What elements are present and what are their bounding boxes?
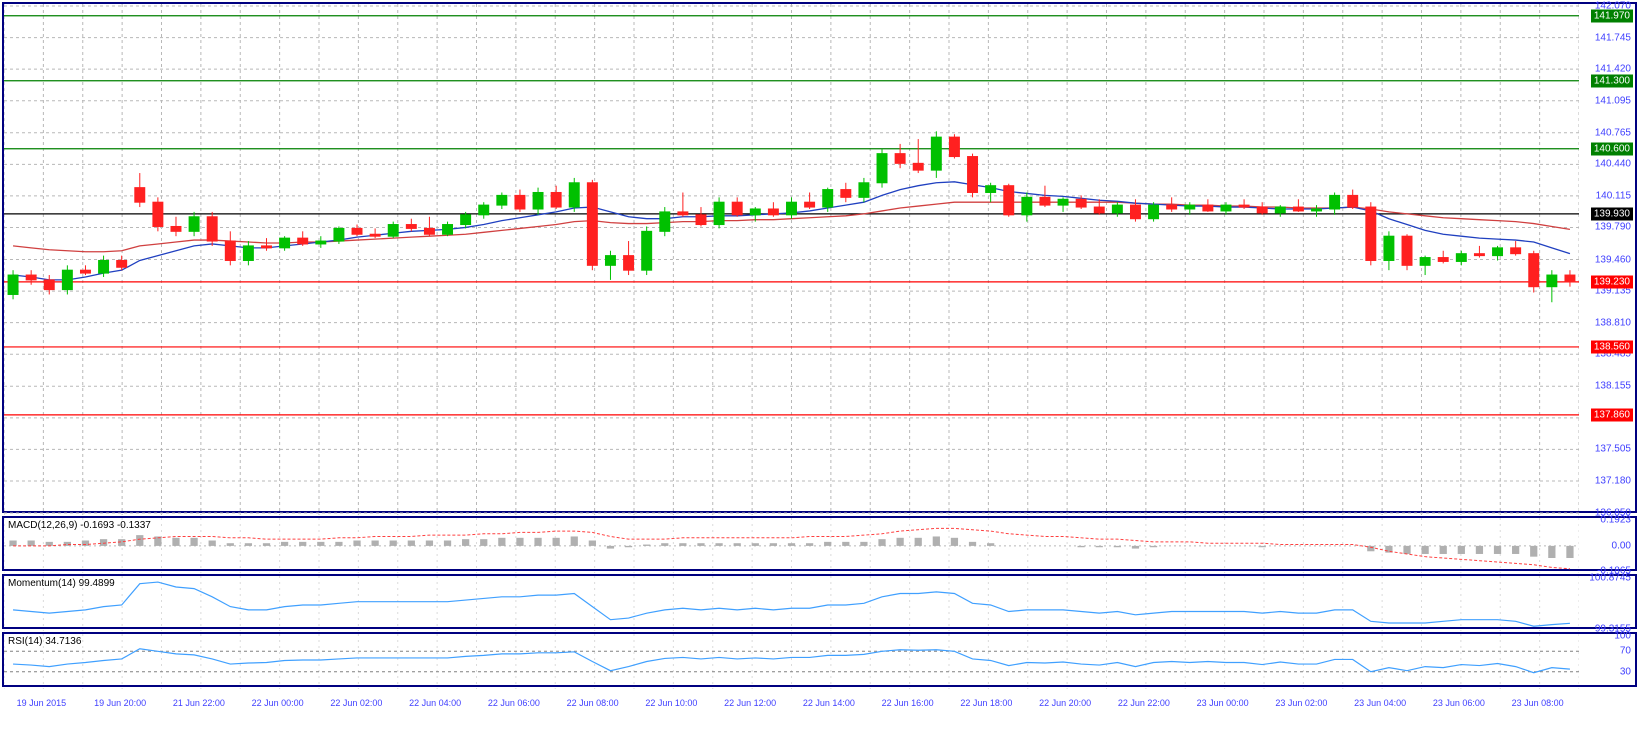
- price-gridlabel: 141.095: [1595, 95, 1631, 106]
- price-gridlabel: 137.505: [1595, 444, 1631, 455]
- indicator-ylabel: 0.1923: [1600, 515, 1631, 526]
- time-label: 23 Jun 02:00: [1275, 698, 1327, 708]
- price-level-box: 139.230: [1591, 275, 1633, 288]
- price-level-box: 138.560: [1591, 340, 1633, 353]
- price-chart-svg: [4, 4, 1579, 515]
- time-label: 19 Jun 20:00: [94, 698, 146, 708]
- time-label: 22 Jun 04:00: [409, 698, 461, 708]
- price-level-box: 141.970: [1591, 9, 1633, 22]
- time-label: 22 Jun 10:00: [645, 698, 697, 708]
- time-label: 23 Jun 00:00: [1197, 698, 1249, 708]
- time-label: 22 Jun 20:00: [1039, 698, 1091, 708]
- indicator-ylabel: 70: [1620, 646, 1631, 657]
- time-label: 23 Jun 06:00: [1433, 698, 1485, 708]
- rsi-svg: [4, 634, 1579, 689]
- macd-svg: [4, 518, 1579, 573]
- price-chart-panel[interactable]: 142.070141.745141.420141.095140.765140.4…: [2, 2, 1637, 513]
- time-label: 22 Jun 08:00: [567, 698, 619, 708]
- time-label: 23 Jun 08:00: [1512, 698, 1564, 708]
- price-level-box: 140.600: [1591, 142, 1633, 155]
- macd-y-axis: 0.19230.00-0.1865: [1575, 518, 1635, 569]
- indicator-ylabel: 100: [1614, 631, 1631, 642]
- rsi-panel[interactable]: RSI(14) 34.7136 1007030: [2, 632, 1637, 687]
- price-level-box: 137.860: [1591, 408, 1633, 421]
- time-axis: 19 Jun 2015 19 Jun 20:00 21 Jun 22:00 22 Ju…: [2, 690, 1577, 710]
- time-label: 23 Jun 04:00: [1354, 698, 1406, 708]
- time-label: 22 Jun 12:00: [724, 698, 776, 708]
- momentum-panel[interactable]: Momentum(14) 99.4899 100.874599.3155: [2, 574, 1637, 629]
- time-label: 21 Jun 22:00: [173, 698, 225, 708]
- price-gridlabel: 140.440: [1595, 159, 1631, 170]
- price-y-axis: 142.070141.745141.420141.095140.765140.4…: [1575, 4, 1635, 511]
- momentum-y-axis: 100.874599.3155: [1575, 576, 1635, 627]
- time-label: 22 Jun 22:00: [1118, 698, 1170, 708]
- time-label: 22 Jun 14:00: [803, 698, 855, 708]
- price-gridlabel: 139.460: [1595, 254, 1631, 265]
- rsi-y-axis: 100 70 30: [1575, 634, 1635, 685]
- price-gridlabel: 137.180: [1595, 475, 1631, 486]
- time-label: 22 Jun 00:00: [252, 698, 304, 708]
- time-label: 22 Jun 02:00: [330, 698, 382, 708]
- momentum-svg: [4, 576, 1579, 631]
- price-gridlabel: 140.765: [1595, 127, 1631, 138]
- time-label: 19 Jun 2015: [17, 698, 67, 708]
- indicator-ylabel: 100.8745: [1589, 573, 1631, 584]
- price-level-box: 139.930: [1591, 207, 1633, 220]
- time-label: 22 Jun 16:00: [882, 698, 934, 708]
- price-gridlabel: 141.420: [1595, 64, 1631, 75]
- indicator-ylabel: 30: [1620, 666, 1631, 677]
- price-gridlabel: 140.115: [1596, 190, 1631, 201]
- macd-panel[interactable]: MACD(12,26,9) -0.1693 -0.1337 0.19230.00…: [2, 516, 1637, 571]
- price-gridlabel: 138.810: [1595, 317, 1631, 328]
- price-level-box: 141.300: [1591, 74, 1633, 87]
- time-label: 22 Jun 06:00: [488, 698, 540, 708]
- indicator-ylabel: 0.00: [1612, 540, 1631, 551]
- price-gridlabel: 141.745: [1595, 32, 1631, 43]
- price-gridlabel: 139.790: [1595, 222, 1631, 233]
- time-label: 22 Jun 18:00: [960, 698, 1012, 708]
- price-gridlabel: 138.155: [1595, 381, 1631, 392]
